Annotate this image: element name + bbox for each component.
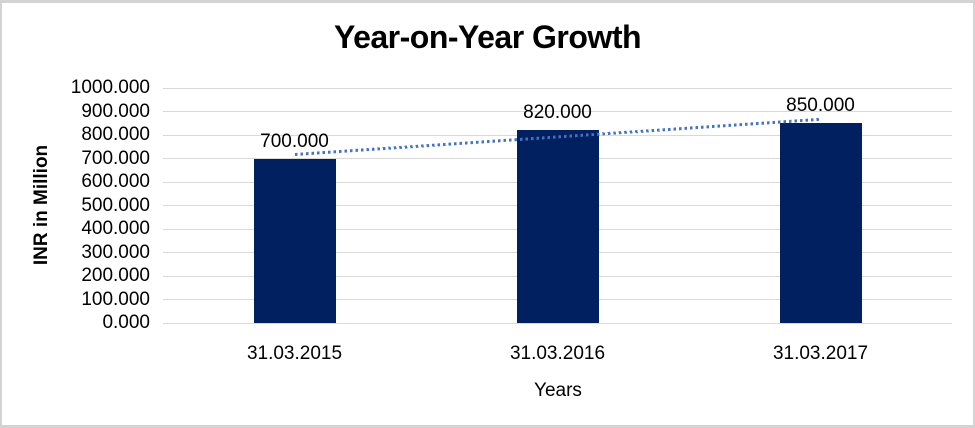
y-tick-label: 1000.000 — [70, 77, 150, 98]
y-tick-label: 0.000 — [102, 312, 150, 333]
y-tick-label: 600.000 — [81, 171, 150, 192]
x-category-label: 31.03.2015 — [246, 343, 343, 364]
bar — [516, 130, 599, 323]
gridline — [163, 87, 952, 89]
y-tick-label: 900.000 — [81, 100, 150, 122]
bar-value-label: 700.000 — [260, 130, 329, 152]
x-axis-title: Years — [534, 380, 582, 401]
y-tick-label: 500.000 — [81, 194, 150, 216]
gridline — [163, 322, 952, 324]
bar — [779, 123, 862, 323]
bar — [253, 158, 336, 323]
y-tick-label: 400.000 — [81, 218, 150, 239]
bar-value-label: 820.000 — [523, 102, 592, 124]
x-category-label: 31.03.2016 — [509, 343, 606, 364]
gridline — [163, 111, 952, 112]
y-tick-label: 800.000 — [81, 124, 150, 145]
bar-value-label: 850.000 — [786, 95, 855, 117]
y-tick-label: 700.000 — [81, 147, 150, 169]
x-category-label: 31.03.2017 — [772, 343, 869, 364]
chart-title: Year-on-Year Growth — [333, 19, 642, 55]
y-tick-label: 300.000 — [81, 241, 150, 263]
y-tick-label: 200.000 — [81, 265, 150, 286]
y-axis-title: INR in Million — [31, 144, 52, 266]
y-tick-label: 100.000 — [81, 288, 150, 310]
